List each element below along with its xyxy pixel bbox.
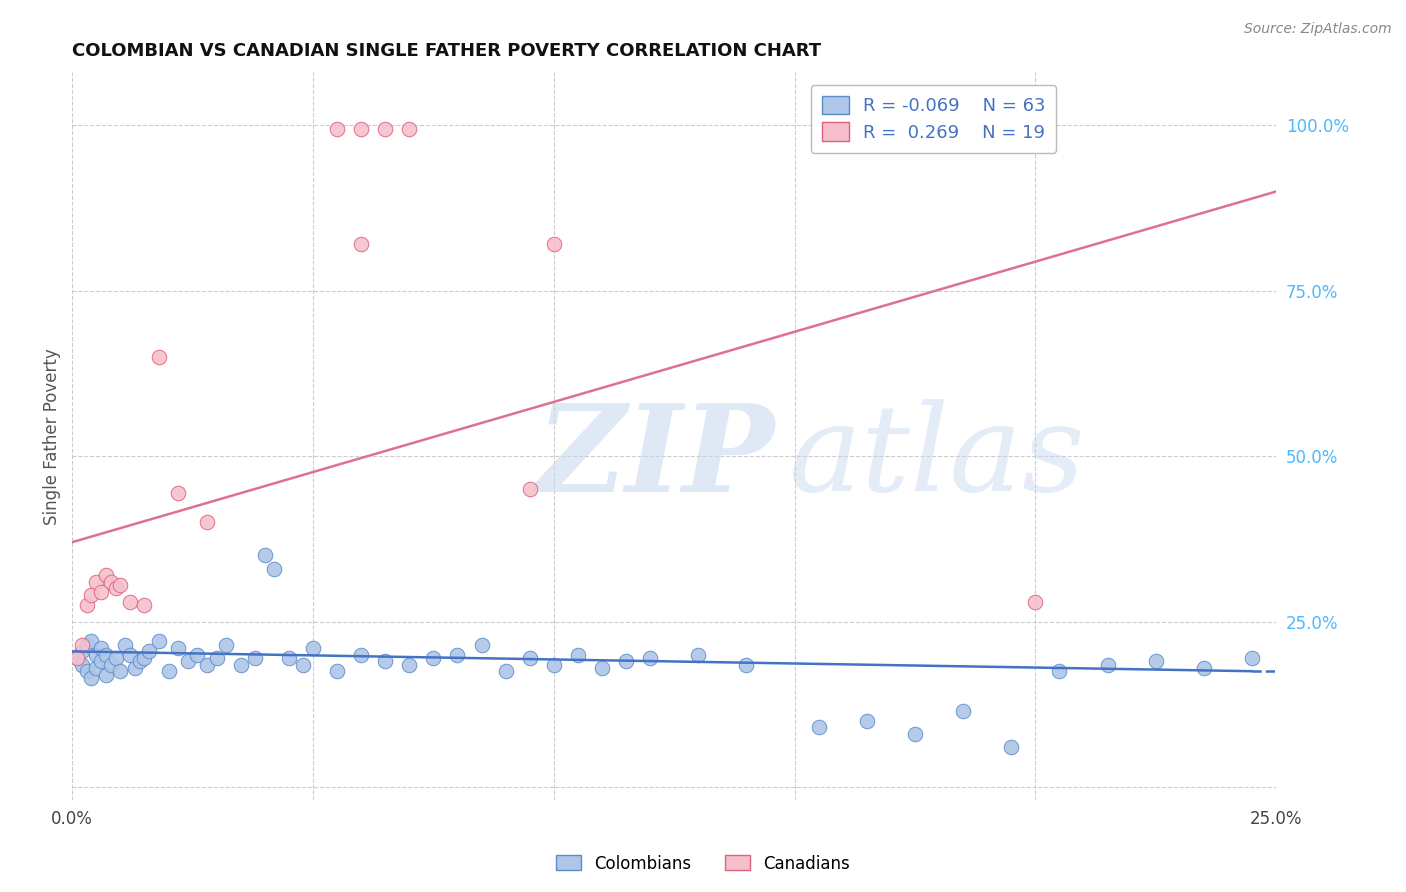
Point <box>567 648 589 662</box>
Text: ZIP: ZIP <box>536 399 773 517</box>
Point <box>124 661 146 675</box>
Point <box>100 657 122 672</box>
Point <box>186 648 208 662</box>
Point <box>374 654 396 668</box>
Point <box>157 664 180 678</box>
Point <box>76 664 98 678</box>
Point <box>110 578 132 592</box>
Point <box>302 641 325 656</box>
Point <box>90 654 112 668</box>
Point <box>134 598 156 612</box>
Point <box>118 595 141 609</box>
Point <box>1047 664 1070 678</box>
Point <box>1192 661 1215 675</box>
Point <box>94 568 117 582</box>
Point <box>94 648 117 662</box>
Point <box>118 648 141 662</box>
Point <box>90 641 112 656</box>
Point <box>350 648 373 662</box>
Point <box>253 549 276 563</box>
Point <box>470 638 492 652</box>
Point <box>591 661 613 675</box>
Text: atlas: atlas <box>789 400 1085 516</box>
Point <box>350 121 373 136</box>
Point <box>277 651 299 665</box>
Point <box>70 638 93 652</box>
Point <box>128 654 150 668</box>
Point <box>229 657 252 672</box>
Point <box>90 584 112 599</box>
Point <box>110 664 132 678</box>
Point <box>519 651 541 665</box>
Point <box>195 516 218 530</box>
Legend: R = -0.069    N = 63, R =  0.269    N = 19: R = -0.069 N = 63, R = 0.269 N = 19 <box>811 85 1056 153</box>
Point <box>495 664 517 678</box>
Point <box>1240 651 1263 665</box>
Point <box>148 634 170 648</box>
Point <box>735 657 758 672</box>
Point <box>245 651 267 665</box>
Point <box>519 482 541 496</box>
Point <box>205 651 228 665</box>
Point <box>66 651 89 665</box>
Point <box>1000 740 1022 755</box>
Point <box>114 638 136 652</box>
Point <box>84 661 107 675</box>
Point <box>80 588 103 602</box>
Point <box>326 664 349 678</box>
Point <box>543 657 565 672</box>
Point <box>904 727 927 741</box>
Point <box>80 671 103 685</box>
Point <box>292 657 315 672</box>
Point <box>1097 657 1119 672</box>
Y-axis label: Single Father Poverty: Single Father Poverty <box>44 348 60 524</box>
Point <box>638 651 661 665</box>
Point <box>100 574 122 589</box>
Point <box>398 657 420 672</box>
Point <box>104 582 127 596</box>
Point <box>195 657 218 672</box>
Point <box>84 574 107 589</box>
Point <box>422 651 444 665</box>
Point <box>215 638 238 652</box>
Legend: Colombians, Canadians: Colombians, Canadians <box>550 848 856 880</box>
Point <box>94 667 117 681</box>
Point <box>263 561 285 575</box>
Point <box>70 644 93 658</box>
Point <box>80 634 103 648</box>
Point <box>543 237 565 252</box>
Point <box>138 644 160 658</box>
Point <box>807 721 830 735</box>
Point <box>350 237 373 252</box>
Point <box>134 651 156 665</box>
Point <box>688 648 710 662</box>
Point <box>1024 595 1046 609</box>
Point <box>952 704 974 718</box>
Point <box>148 350 170 364</box>
Point <box>84 648 107 662</box>
Point <box>76 638 98 652</box>
Point <box>446 648 468 662</box>
Point <box>104 651 127 665</box>
Point <box>167 641 190 656</box>
Point <box>177 654 200 668</box>
Point <box>70 657 93 672</box>
Point <box>1144 654 1167 668</box>
Point <box>167 485 190 500</box>
Text: Source: ZipAtlas.com: Source: ZipAtlas.com <box>1244 22 1392 37</box>
Point <box>76 598 98 612</box>
Point <box>326 121 349 136</box>
Point <box>398 121 420 136</box>
Point <box>374 121 396 136</box>
Text: COLOMBIAN VS CANADIAN SINGLE FATHER POVERTY CORRELATION CHART: COLOMBIAN VS CANADIAN SINGLE FATHER POVE… <box>72 42 821 60</box>
Point <box>614 654 637 668</box>
Point <box>855 714 877 728</box>
Point <box>66 651 89 665</box>
